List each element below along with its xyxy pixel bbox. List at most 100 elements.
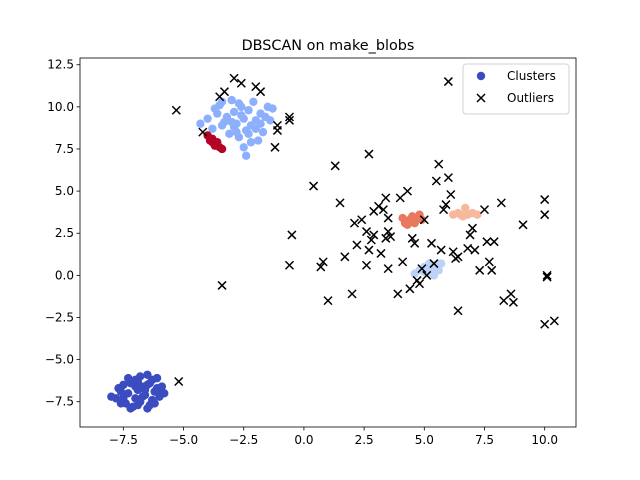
outlier-point xyxy=(484,257,494,267)
cluster-point xyxy=(244,106,253,115)
outlier-point xyxy=(417,264,427,274)
cluster-point xyxy=(253,136,263,145)
outlier-point xyxy=(256,87,266,97)
outlier-point xyxy=(361,227,372,237)
cluster-point xyxy=(227,95,236,105)
outlier-point xyxy=(542,270,552,280)
outlier-point xyxy=(540,319,550,329)
outlier-point xyxy=(364,245,374,255)
x-tick-label: 10.0 xyxy=(531,433,558,447)
cluster-point xyxy=(237,111,246,120)
outlier-point xyxy=(383,213,393,223)
outlier-point xyxy=(217,280,227,290)
cluster-point xyxy=(131,382,140,391)
outlier-point xyxy=(549,316,559,326)
outlier-point xyxy=(381,193,391,203)
cluster-point xyxy=(461,203,470,213)
y-tick-label: 5.0 xyxy=(55,184,74,198)
outlier-point xyxy=(499,296,509,306)
legend-outliers-label: Outliers xyxy=(507,91,554,105)
outlier-point xyxy=(309,181,319,191)
y-tick-label: 2.5 xyxy=(55,226,74,240)
y-tick-label: 7.5 xyxy=(55,142,74,156)
x-tick-label: 2.5 xyxy=(355,433,374,447)
x-tick-label: −5.0 xyxy=(169,433,198,447)
outlier-point xyxy=(287,230,297,240)
cluster-point xyxy=(138,392,147,401)
cluster-point xyxy=(434,266,443,275)
outlier-point xyxy=(436,245,446,255)
cluster-point xyxy=(244,129,253,139)
outlier-point xyxy=(496,198,506,208)
cluster-point xyxy=(234,99,244,108)
outlier-point xyxy=(443,173,453,183)
outlier-point xyxy=(369,230,379,240)
outlier-point xyxy=(419,215,429,225)
x-tick-label: 0.0 xyxy=(294,433,313,447)
outlier-point xyxy=(431,176,441,186)
outlier-point xyxy=(270,142,280,152)
outlier-point xyxy=(540,210,550,220)
legend-clusters-label: Clusters xyxy=(507,69,556,83)
outlier-point xyxy=(284,260,295,270)
outlier-point xyxy=(393,289,403,299)
x-tick-label: 5.0 xyxy=(415,433,434,447)
outlier-point xyxy=(349,218,360,228)
outlier-point xyxy=(439,205,449,215)
cluster-point xyxy=(258,127,268,137)
outlier-point xyxy=(376,248,386,258)
y-tick-label: 10.0 xyxy=(47,100,74,114)
x-axis: −7.5 −5.0 −2.5 0.0 2.5 5.0 7.5 10.0 xyxy=(109,427,558,447)
outlier-point xyxy=(366,235,376,245)
cluster-point xyxy=(241,151,251,160)
outlier-point xyxy=(323,296,333,306)
cluster-point xyxy=(427,269,436,278)
outlier-point xyxy=(374,201,384,211)
outlier-point xyxy=(405,284,415,294)
outlier-point xyxy=(410,238,420,248)
outlier-point xyxy=(395,193,405,203)
outlier-point xyxy=(429,259,439,269)
cluster-point xyxy=(249,97,258,107)
cluster-point xyxy=(217,97,227,107)
outlier-point xyxy=(465,230,475,240)
outlier-point xyxy=(414,279,425,289)
outlier-point xyxy=(383,264,393,274)
cluster-point xyxy=(114,384,123,393)
outlier-point xyxy=(475,265,485,275)
cluster-point xyxy=(203,114,212,123)
outlier-point xyxy=(441,200,451,210)
chart-title: DBSCAN on make_blobs xyxy=(242,38,415,54)
outlier-point xyxy=(229,73,239,83)
outlier-point xyxy=(463,243,473,253)
outlier-point xyxy=(386,232,396,242)
legend-outlier-marker xyxy=(476,93,486,103)
cluster-point xyxy=(256,119,265,128)
outlier-point xyxy=(316,262,326,272)
outlier-point xyxy=(219,87,229,97)
cluster-point xyxy=(225,129,234,139)
outlier-point xyxy=(236,78,246,88)
cluster-point xyxy=(229,107,239,117)
cluster-point xyxy=(232,127,241,137)
x-tick-label: −2.5 xyxy=(229,433,258,447)
outlier-point xyxy=(453,306,463,316)
legend-cluster-marker xyxy=(476,71,486,81)
outlier-point xyxy=(378,205,388,215)
outlier-point xyxy=(518,220,528,230)
outlier-point xyxy=(347,289,357,299)
outlier-point xyxy=(508,297,518,307)
outlier-point xyxy=(540,195,550,205)
outlier-point xyxy=(272,120,282,130)
outlier-point xyxy=(467,223,477,233)
outlier-point xyxy=(335,198,345,208)
cluster-point xyxy=(126,404,135,413)
outlier-point xyxy=(398,257,408,267)
outlier-point xyxy=(407,233,417,243)
cluster-point xyxy=(456,210,465,219)
legend-box xyxy=(462,63,570,115)
legend: Clusters Outliers xyxy=(462,63,570,115)
outlier-point xyxy=(352,240,362,250)
outlier-point xyxy=(340,252,350,262)
outlier-point xyxy=(470,245,480,255)
